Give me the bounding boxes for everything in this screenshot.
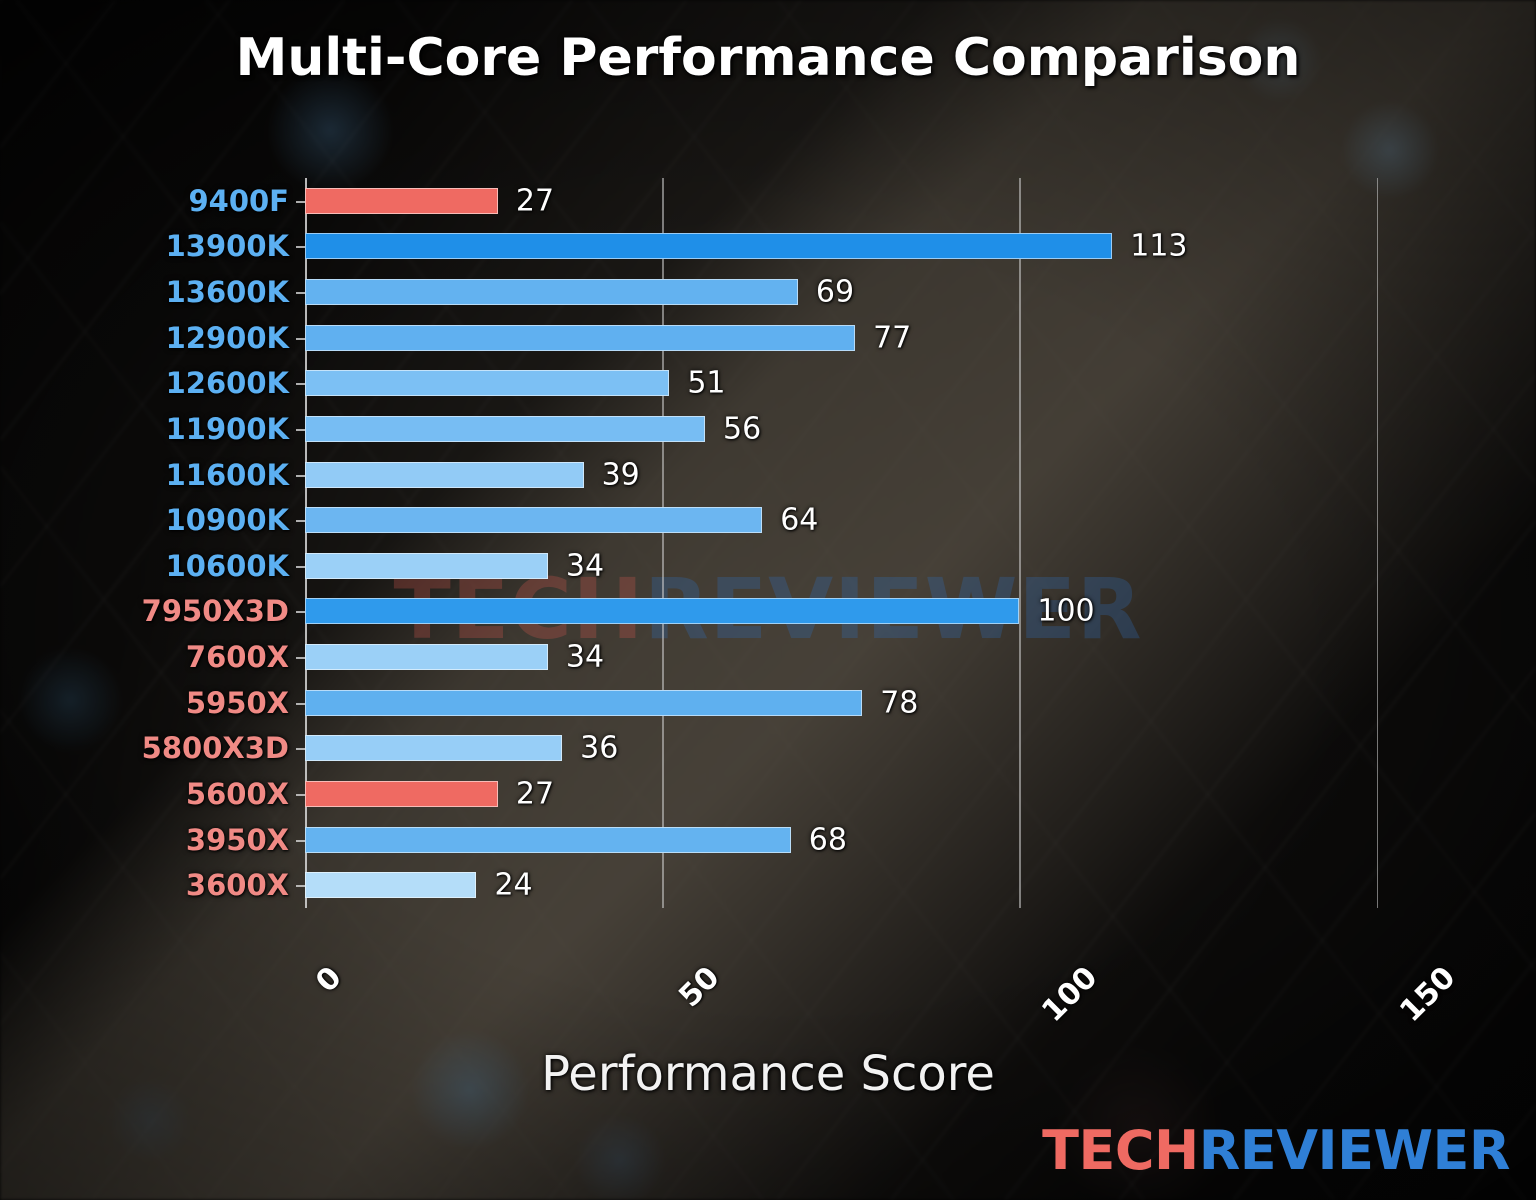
- gridline-150: [1376, 178, 1379, 908]
- brand-logo: TECHREVIEWER: [1042, 1119, 1510, 1182]
- bar-7600x[interactable]: [305, 644, 548, 671]
- y-axis-label-5600x: 5600X: [185, 776, 289, 811]
- x-axis-title: Performance Score: [541, 1046, 995, 1102]
- bar-10600k[interactable]: [305, 552, 548, 579]
- y-tick-mark: [296, 611, 305, 614]
- bar-value-label: 27: [515, 183, 555, 219]
- bar-row[interactable]: 34: [305, 640, 1438, 675]
- bar-value-label: 34: [565, 548, 605, 584]
- bar-3950x[interactable]: [305, 826, 791, 853]
- chart-title: Multi-Core Performance Comparison: [235, 28, 1301, 88]
- bar-value-label: 69: [815, 274, 855, 310]
- bar-5800x3d[interactable]: [305, 735, 563, 762]
- y-tick-mark: [296, 793, 305, 796]
- bar-value-label: 113: [1130, 228, 1188, 264]
- bar-value-label: 51: [687, 365, 726, 401]
- bar-value-label: 56: [723, 411, 762, 447]
- y-axis-label-7600x: 7600X: [185, 640, 289, 675]
- bar-row[interactable]: 24: [305, 868, 1438, 903]
- y-axis-label-5800x3d: 5800X3D: [141, 731, 289, 766]
- bar-value-label: 34: [565, 639, 605, 675]
- bar-value-label: 64: [780, 502, 819, 538]
- bar-value-label: 36: [580, 730, 619, 766]
- y-tick-mark: [296, 885, 305, 888]
- bar-7950x3d[interactable]: [305, 598, 1020, 625]
- bar-row[interactable]: 39: [305, 457, 1438, 492]
- bar-row[interactable]: 34: [305, 548, 1438, 583]
- y-tick-mark: [296, 246, 305, 249]
- y-axis-label-3950x: 3950X: [185, 822, 289, 857]
- y-axis-label-12600k: 12600K: [165, 366, 289, 401]
- y-tick-mark: [296, 292, 305, 295]
- logo-reviewer: REVIEWER: [1198, 1119, 1511, 1182]
- bar-3600x[interactable]: [305, 872, 477, 899]
- y-axis-label-3600x: 3600X: [185, 868, 289, 903]
- y-axis-label-11600k: 11600K: [165, 457, 289, 492]
- bar-12600k[interactable]: [305, 370, 670, 397]
- y-tick-mark: [296, 428, 305, 431]
- bar-10900k[interactable]: [305, 507, 763, 534]
- y-axis-label-13900k: 13900K: [165, 229, 289, 264]
- bar-row[interactable]: 64: [305, 503, 1438, 538]
- bar-value-label: 68: [808, 822, 847, 858]
- y-axis-label-7950x3d: 7950X3D: [141, 594, 289, 629]
- gridline-50: [662, 178, 664, 908]
- y-tick-mark: [296, 474, 305, 477]
- bar-row[interactable]: 27: [305, 776, 1438, 811]
- y-axis-label-13600k: 13600K: [165, 275, 289, 310]
- bar-13900k[interactable]: [305, 233, 1113, 260]
- bar-row[interactable]: 36: [305, 731, 1438, 766]
- y-axis-label-10900k: 10900K: [165, 503, 289, 538]
- y-axis-label-5950x: 5950X: [185, 685, 289, 720]
- y-axis-line: [305, 178, 307, 908]
- bar-5600x[interactable]: [305, 780, 498, 807]
- bar-value-label: 78: [880, 685, 919, 721]
- y-tick-mark: [296, 200, 305, 203]
- bar-value-label: 100: [1037, 593, 1095, 629]
- gridline-100: [1019, 178, 1021, 908]
- logo-tech: TECH: [1042, 1119, 1199, 1182]
- bar-row[interactable]: 27: [305, 183, 1438, 218]
- bar-13600k[interactable]: [305, 279, 798, 306]
- bar-5950x[interactable]: [305, 689, 863, 716]
- y-tick-mark: [296, 565, 305, 568]
- bar-value-label: 39: [601, 457, 640, 493]
- y-tick-mark: [296, 337, 305, 340]
- bar-12900k[interactable]: [305, 324, 856, 351]
- y-tick-mark: [296, 520, 305, 523]
- bar-9400f[interactable]: [305, 187, 498, 214]
- y-tick-mark: [296, 702, 305, 705]
- bar-value-label: 27: [515, 776, 555, 812]
- bar-row[interactable]: 100: [305, 594, 1438, 629]
- bar-row[interactable]: 78: [305, 685, 1438, 720]
- bar-row[interactable]: 113: [305, 229, 1438, 264]
- y-axis-label-9400f: 9400F: [188, 183, 289, 218]
- bar-value-label: 77: [873, 320, 912, 356]
- y-tick-mark: [296, 839, 305, 842]
- bar-row[interactable]: 77: [305, 320, 1438, 355]
- y-axis-label-10600k: 10600K: [165, 548, 289, 583]
- y-tick-mark: [296, 748, 305, 751]
- y-tick-mark: [296, 383, 305, 386]
- y-tick-mark: [296, 657, 305, 660]
- bar-row[interactable]: 51: [305, 366, 1438, 401]
- bar-11600k[interactable]: [305, 461, 584, 488]
- bar-row[interactable]: 69: [305, 275, 1438, 310]
- bar-row[interactable]: 56: [305, 411, 1438, 446]
- bar-row[interactable]: 68: [305, 822, 1438, 857]
- bar-11900k[interactable]: [305, 415, 706, 442]
- y-axis-label-12900k: 12900K: [165, 320, 289, 355]
- plot-area: 27 113 69 77 51 56 39 64 34 100 34 78 36 27 68 24: [296, 178, 1438, 908]
- bar-value-label: 24: [494, 867, 533, 903]
- y-axis-label-11900k: 11900K: [165, 411, 289, 446]
